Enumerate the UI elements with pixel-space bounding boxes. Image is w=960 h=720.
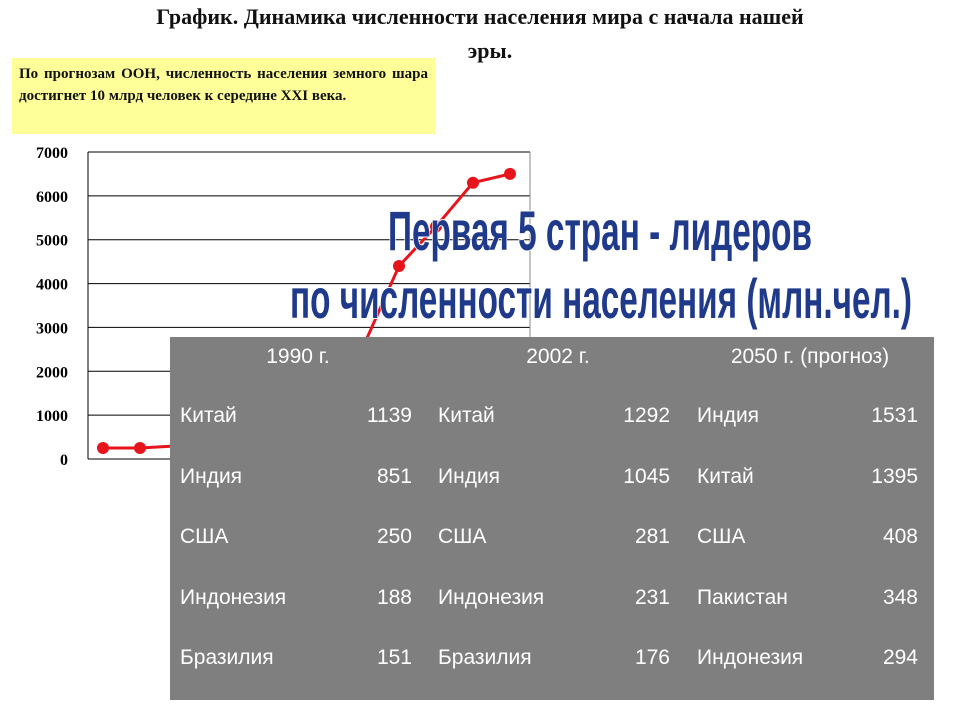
y-tick-label: 5000 <box>36 233 68 250</box>
column-header: 1990 г. <box>266 345 330 368</box>
cell-name: Индия <box>697 404 760 427</box>
cell-name: США <box>697 525 746 548</box>
cell-name: Бразилия <box>438 646 532 669</box>
cell-name: Пакистан <box>697 585 788 609</box>
y-tick-label: 2000 <box>36 364 68 381</box>
title: График. Динамика численности населения м… <box>156 4 804 29</box>
cell-value: 151 <box>376 646 412 669</box>
heading-line: по численности населения (млн.чел.) <box>290 267 912 330</box>
cell-name: Индонезия <box>438 585 545 609</box>
y-tick-label: 4000 <box>36 277 68 294</box>
cell-value: 1395 <box>871 464 918 488</box>
y-tick-label: 3000 <box>36 320 68 337</box>
note: По прогнозам ООН, численность населения … <box>12 58 435 134</box>
point <box>430 220 442 233</box>
cell-value: 281 <box>634 525 670 548</box>
point <box>467 176 479 189</box>
cell-name: Индонезия <box>180 585 287 609</box>
cell-value: 250 <box>376 525 412 548</box>
point <box>134 442 146 455</box>
heading-line: Первая 5 стран - лидеров <box>388 199 812 262</box>
cell-name: Китай <box>438 404 495 427</box>
point <box>504 167 516 180</box>
cell-value: 188 <box>376 585 412 609</box>
cell-value: 294 <box>882 646 918 669</box>
cell-name: Индия <box>438 464 501 488</box>
point <box>393 260 405 273</box>
cell-value: 1292 <box>623 404 670 427</box>
point <box>97 442 109 455</box>
cell-name: Бразилия <box>180 646 274 669</box>
cell-value: 1045 <box>623 464 670 488</box>
cell-name: Китай <box>697 464 754 488</box>
table: 1990 г. 2002 г. 2050 г. (прогноз) Китай 1139… <box>170 337 934 700</box>
column-header: 2050 г. (прогноз) <box>730 345 890 368</box>
cell-value: 408 <box>882 525 918 548</box>
cell-name: Китай <box>180 404 237 427</box>
cell-value: 851 <box>376 464 412 488</box>
cell-value: 1531 <box>871 404 918 427</box>
column-header: 2002 г. <box>526 345 590 368</box>
cell-name: Индонезия <box>697 646 804 669</box>
y-tick-label: 0 <box>60 452 68 469</box>
cell-name: Индия <box>180 464 243 488</box>
title: эры. <box>467 38 513 63</box>
y-tick-label: 1000 <box>36 408 68 425</box>
cell-value: 231 <box>634 585 670 609</box>
y-tick-label: 7000 <box>36 145 68 162</box>
cell-value: 348 <box>882 585 918 609</box>
y-tick-label: 6000 <box>36 189 68 206</box>
cell-value: 176 <box>634 646 670 669</box>
cell-value: 1139 <box>366 404 412 427</box>
heading: Первая 5 стран - лидеров по численности … <box>289 198 913 331</box>
cell-name: США <box>180 525 229 548</box>
cell-name: США <box>438 525 487 548</box>
